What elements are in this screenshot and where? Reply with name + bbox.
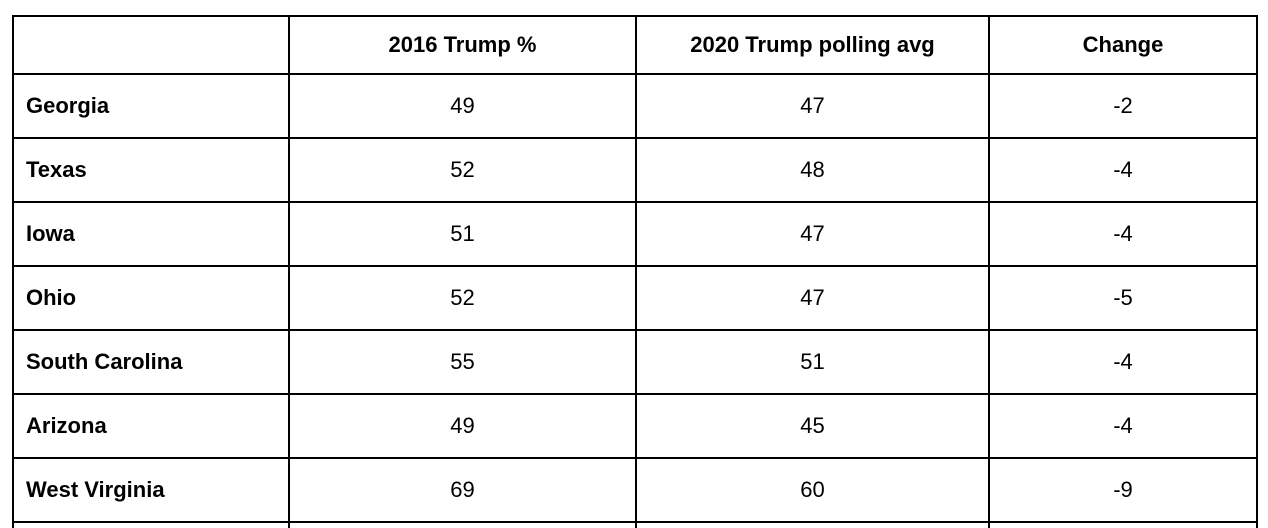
state-name-cell: West Virginia: [12, 457, 290, 523]
table-row: West Virginia 69 60 -9: [12, 457, 1258, 523]
change-cell: -2: [988, 73, 1258, 139]
table-row: South Carolina 55 51 -4: [12, 329, 1258, 395]
change-cell: -4: [988, 393, 1258, 459]
change-cell: -4: [988, 201, 1258, 267]
trump-2016-cell: 52: [288, 265, 637, 331]
trump-2016-cell: 52: [288, 137, 637, 203]
state-name-cell: Ohio: [12, 265, 290, 331]
trump-2016-cell: 69: [288, 457, 637, 523]
column-header-2016-trump: 2016 Trump %: [288, 15, 637, 75]
table-row: Ohio 52 47 -5: [12, 265, 1258, 331]
change-cell: [988, 521, 1258, 528]
trump-2016-cell: 55: [288, 329, 637, 395]
column-header-state: [12, 15, 290, 75]
change-cell: -4: [988, 329, 1258, 395]
change-cell: -5: [988, 265, 1258, 331]
polling-2020-cell: 51: [635, 329, 990, 395]
table-row: Iowa 51 47 -4: [12, 201, 1258, 267]
polling-2020-cell: 60: [635, 457, 990, 523]
change-cell: -9: [988, 457, 1258, 523]
state-name-cell: South Carolina: [12, 329, 290, 395]
polling-2020-cell: 47: [635, 265, 990, 331]
polling-comparison-table: 2016 Trump % 2020 Trump polling avg Chan…: [12, 15, 1258, 528]
change-cell: -4: [988, 137, 1258, 203]
polling-2020-cell: 47: [635, 201, 990, 267]
column-header-2020-polling-avg: 2020 Trump polling avg: [635, 15, 990, 75]
table-row: Georgia 49 47 -2: [12, 73, 1258, 139]
polling-2020-cell: 45: [635, 393, 990, 459]
polling-2020-cell: 48: [635, 137, 990, 203]
state-name-cell: Texas: [12, 137, 290, 203]
trump-2016-cell: [288, 521, 637, 528]
trump-2016-cell: 51: [288, 201, 637, 267]
state-name-cell: [12, 521, 290, 528]
header-row: 2016 Trump % 2020 Trump polling avg Chan…: [12, 15, 1258, 75]
trump-2016-cell: 49: [288, 393, 637, 459]
polling-2020-cell: 47: [635, 73, 990, 139]
state-name-cell: Arizona: [12, 393, 290, 459]
column-header-change: Change: [988, 15, 1258, 75]
state-name-cell: Iowa: [12, 201, 290, 267]
trump-2016-cell: 49: [288, 73, 637, 139]
state-name-cell: Georgia: [12, 73, 290, 139]
table-row: Texas 52 48 -4: [12, 137, 1258, 203]
table-row-cutoff: [12, 521, 1258, 528]
polling-2020-cell: [635, 521, 990, 528]
table-row: Arizona 49 45 -4: [12, 393, 1258, 459]
